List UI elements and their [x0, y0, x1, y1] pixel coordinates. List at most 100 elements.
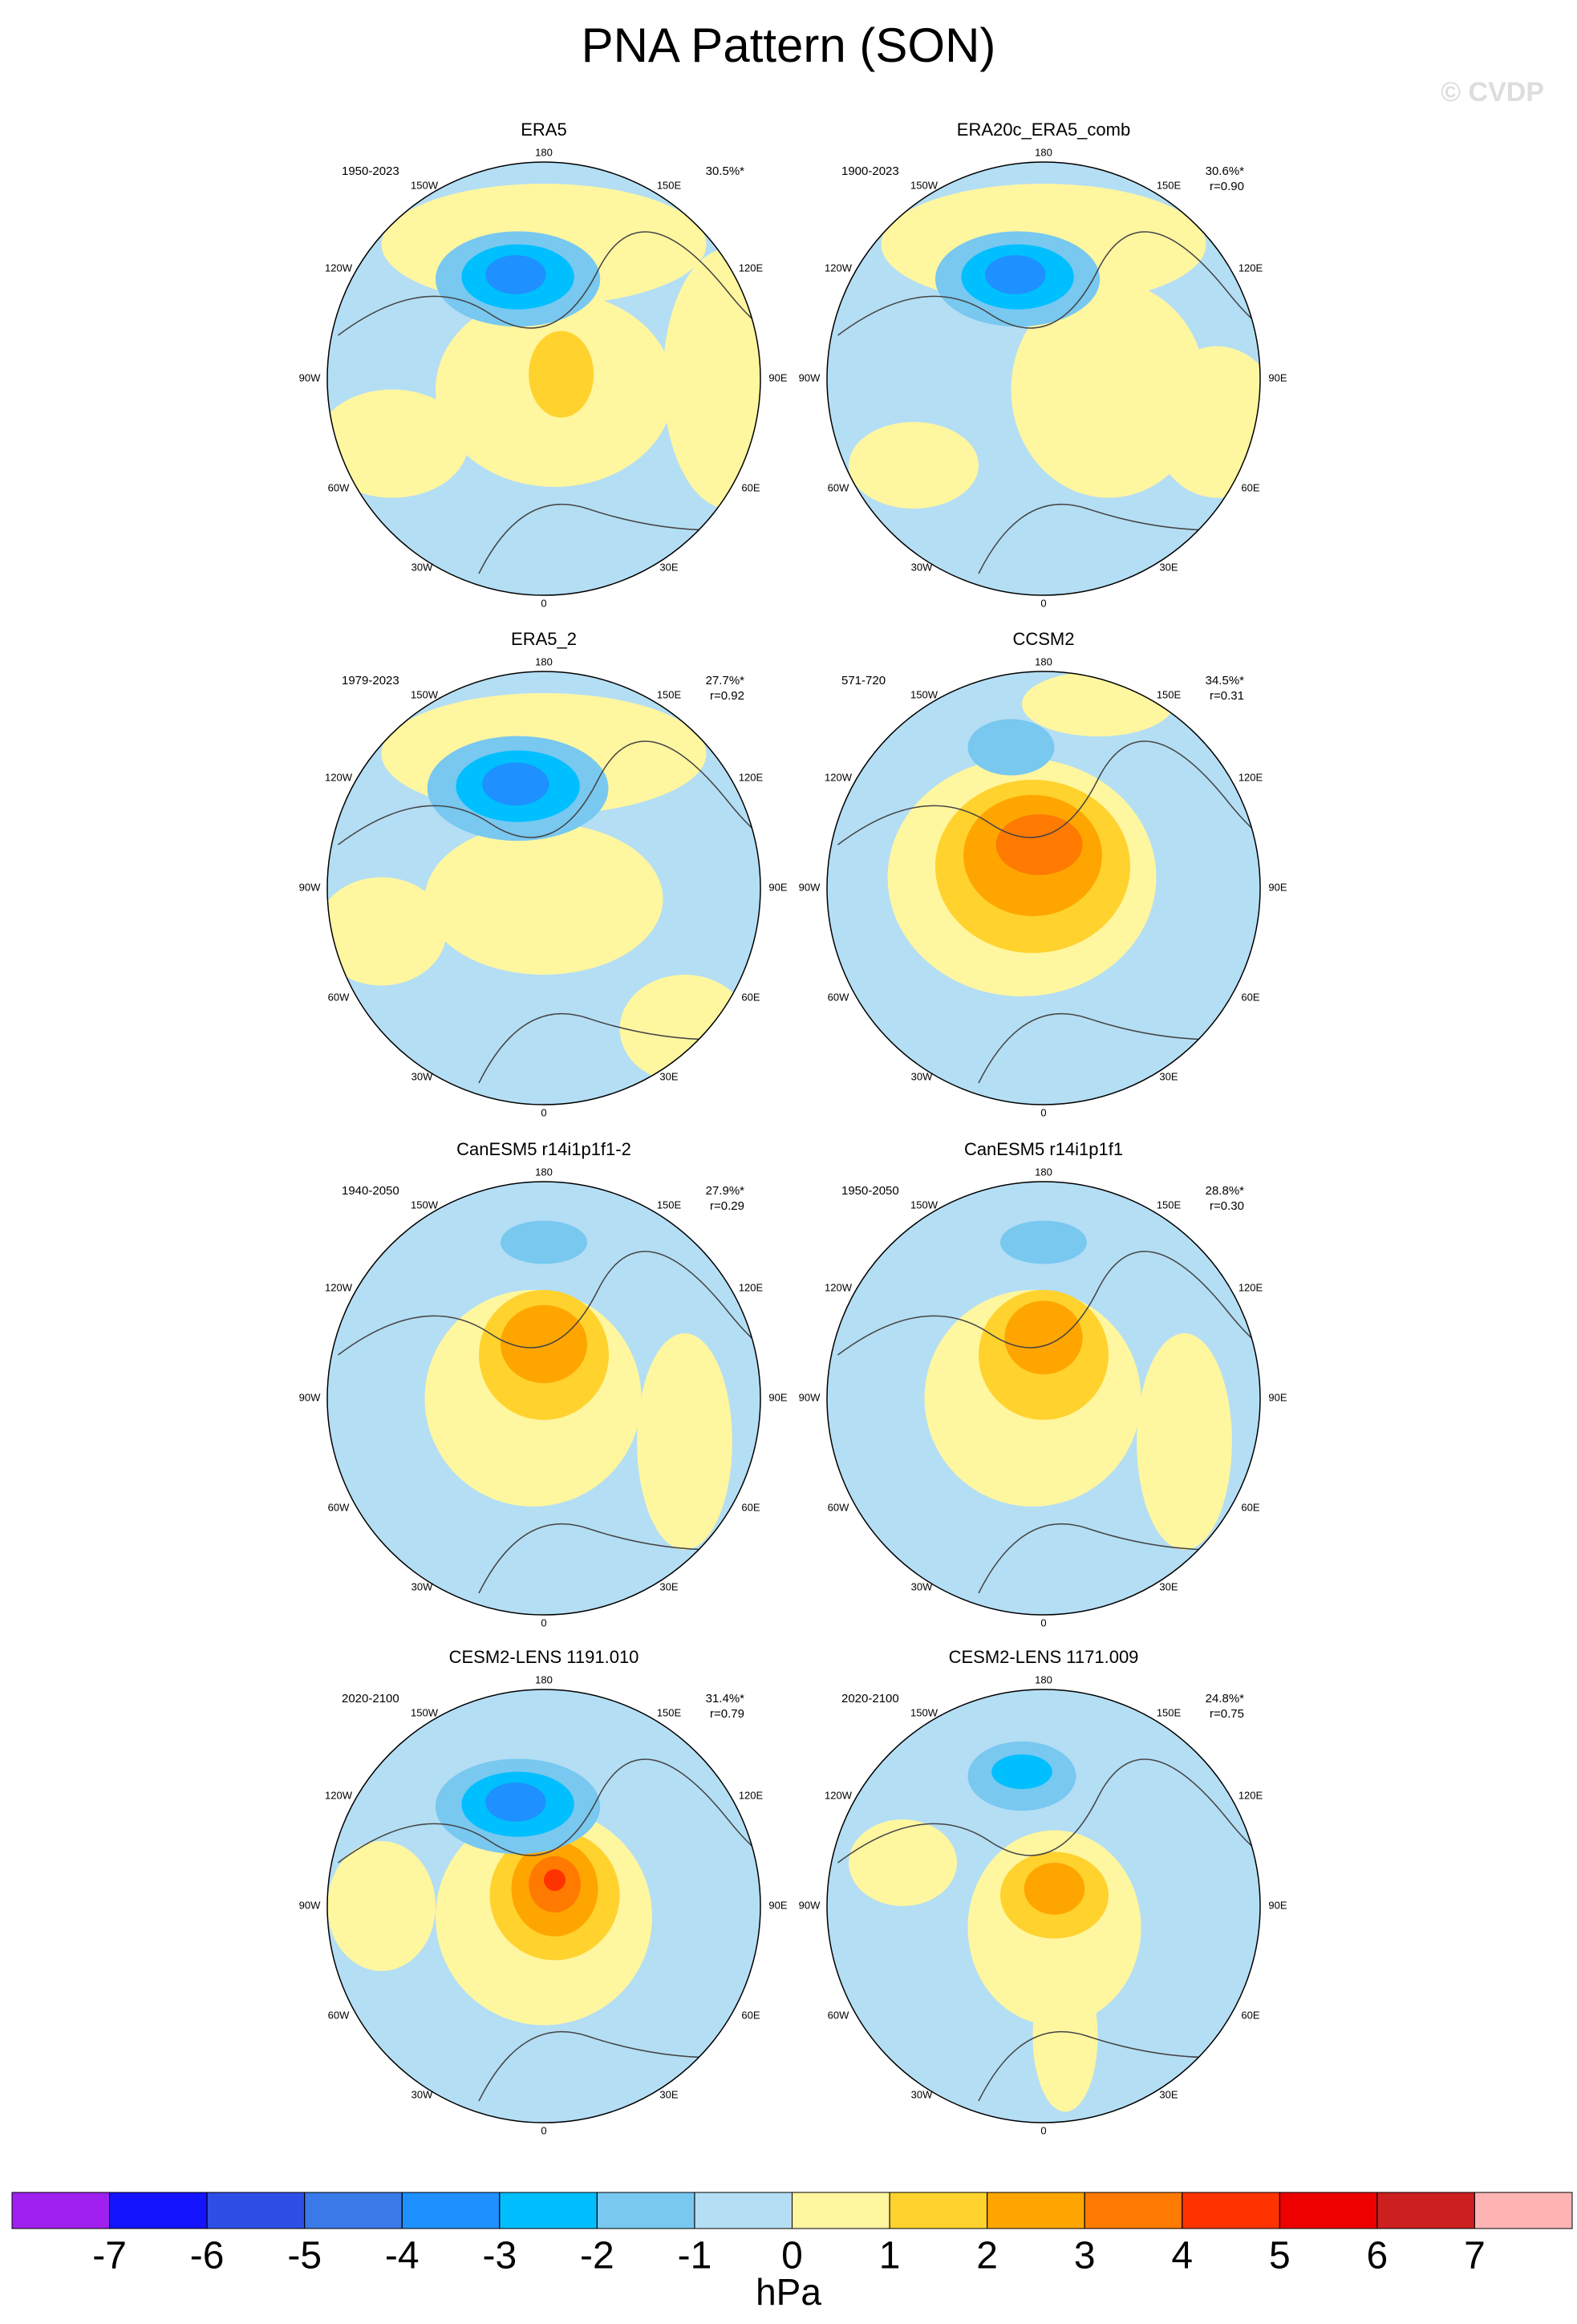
- panel-percent: 27.9%*: [706, 1184, 745, 1198]
- colorbar-tick-label: 0: [781, 2235, 803, 2277]
- longitude-label: 150W: [411, 1706, 439, 1718]
- panel-title: CanESM5 r14i1p1f1-2: [456, 1139, 631, 1159]
- anomaly-contour: [1152, 346, 1260, 498]
- panel-correlation: r=0.90: [1210, 180, 1244, 193]
- longitude-label: 90W: [799, 371, 821, 383]
- panel-correlation: r=0.29: [710, 1199, 744, 1213]
- colorbar-box: [1084, 2192, 1183, 2229]
- panel-percent: 28.8%*: [1206, 1184, 1245, 1198]
- coastline: [338, 1251, 760, 1594]
- longitude-label: 120W: [825, 262, 853, 274]
- panel-title: ERA5: [521, 120, 566, 140]
- anomaly-contour: [1000, 1220, 1087, 1264]
- map-border: [826, 671, 1261, 1105]
- coastline: [338, 740, 760, 1084]
- colorbar-tick-label: -5: [287, 2235, 322, 2277]
- longitude-label: 60W: [328, 2009, 350, 2021]
- coastline: [338, 231, 760, 574]
- longitude-label: 60W: [328, 481, 350, 493]
- longitude-label: 60E: [741, 481, 760, 493]
- anomaly-contour: [663, 249, 760, 509]
- watermark: © CVDP: [1441, 77, 1544, 107]
- longitude-label: 90E: [1268, 1391, 1287, 1403]
- colorbar-tick-label: 3: [1074, 2235, 1096, 2277]
- panel-period: 1940-2050: [342, 1184, 399, 1198]
- coastline: [837, 740, 1260, 1084]
- map-border: [826, 1181, 1261, 1616]
- anomaly-contour: [985, 255, 1046, 294]
- longitude-label: 90E: [1268, 1899, 1287, 1911]
- longitude-label: 30E: [1159, 1070, 1178, 1082]
- longitude-label: 120W: [825, 1281, 853, 1293]
- anomaly-contour: [619, 975, 750, 1083]
- longitude-label: 180: [535, 146, 553, 158]
- map-field: [827, 1182, 1260, 1615]
- panel-period: 2020-2100: [342, 1692, 399, 1705]
- longitude-label: 150W: [910, 1706, 938, 1718]
- anomaly-contour: [995, 814, 1083, 875]
- longitude-label: 60W: [328, 1501, 350, 1513]
- map-panel: ERA5 1950-2023 30.5%* 180 150E 120E 90E 60E 30E 0…: [299, 120, 788, 610]
- anomaly-contour: [327, 389, 468, 498]
- longitude-label: 90E: [768, 1899, 787, 1911]
- colorbar-tick-label: -3: [482, 2235, 517, 2277]
- colorbar-tick-label: 5: [1269, 2235, 1291, 2277]
- anomaly-contour: [327, 1841, 436, 1971]
- map-field: [827, 162, 1260, 595]
- map-panel: CanESM5 r14i1p1f1 1950-2050 28.8%*r=0.30 18…: [799, 1139, 1287, 1629]
- longitude-label: 90W: [299, 881, 321, 893]
- longitude-label: 0: [541, 2124, 546, 2136]
- map-border: [326, 1689, 761, 2123]
- longitude-label: 0: [541, 1106, 546, 1118]
- longitude-label: 120E: [739, 262, 764, 274]
- longitude-label: 60W: [828, 1501, 849, 1513]
- panel-title: ERA20c_ERA5_comb: [957, 120, 1130, 140]
- anomaly-contour: [482, 762, 549, 806]
- longitude-label: 90W: [799, 1899, 821, 1911]
- longitude-label: 150W: [910, 179, 938, 191]
- anomaly-contour: [1024, 1863, 1085, 1915]
- anomaly-contour: [485, 1783, 546, 1822]
- longitude-label: 30E: [659, 2088, 678, 2100]
- longitude-label: 0: [1040, 2124, 1046, 2136]
- longitude-label: 150W: [411, 688, 439, 700]
- panel-period: 1900-2023: [841, 164, 899, 178]
- colorbar-box: [596, 2192, 695, 2229]
- map-panel: ERA20c_ERA5_comb 1900-2023 30.6%* r=0.90 180…: [799, 120, 1287, 610]
- longitude-label: 90E: [768, 881, 787, 893]
- map-border: [826, 1689, 1261, 2123]
- map-panel: ERA5_2 1979-2023 27.7%* r=0.92 180 150E 120E 90…: [299, 629, 788, 1119]
- longitude-label: 120E: [1238, 1281, 1263, 1293]
- map-panel: CanESM5 r14i1p1f1-2 1940-2050 27.9%*r=0.29…: [299, 1139, 788, 1629]
- longitude-label: 180: [1035, 1673, 1052, 1685]
- longitude-label: 60E: [1241, 481, 1259, 493]
- longitude-label: 0: [1040, 1106, 1046, 1118]
- longitude-label: 90E: [768, 371, 787, 383]
- colorbar-tick-label: 2: [976, 2235, 998, 2277]
- longitude-label: 150W: [411, 179, 439, 191]
- colorbar-unit: hPa: [756, 2271, 821, 2313]
- anomaly-contour: [849, 422, 979, 509]
- colorbar-box: [11, 2192, 111, 2229]
- longitude-label: 120E: [739, 771, 764, 783]
- longitude-label: 180: [1035, 146, 1052, 158]
- coastline: [837, 1758, 1260, 2102]
- anomaly-contour: [637, 1333, 732, 1550]
- longitude-label: 60E: [1241, 2009, 1259, 2021]
- longitude-label: 0: [541, 597, 546, 609]
- panel-title: CESM2-LENS 1191.010: [449, 1647, 639, 1667]
- longitude-label: 120W: [325, 1281, 353, 1293]
- map-field: [327, 1689, 760, 2123]
- anomaly-contour: [424, 823, 663, 975]
- longitude-label: 150E: [1157, 1706, 1182, 1718]
- map-field: [327, 1182, 760, 1615]
- longitude-label: 120W: [825, 771, 853, 783]
- anomaly-contour: [967, 719, 1055, 776]
- coastline: [837, 1251, 1260, 1594]
- longitude-label: 150E: [657, 1199, 682, 1211]
- longitude-label: 60W: [328, 991, 350, 1003]
- colorbar-box: [792, 2192, 890, 2229]
- longitude-label: 60W: [828, 481, 849, 493]
- longitude-label: 120E: [1238, 1789, 1263, 1801]
- longitude-label: 90E: [1268, 371, 1287, 383]
